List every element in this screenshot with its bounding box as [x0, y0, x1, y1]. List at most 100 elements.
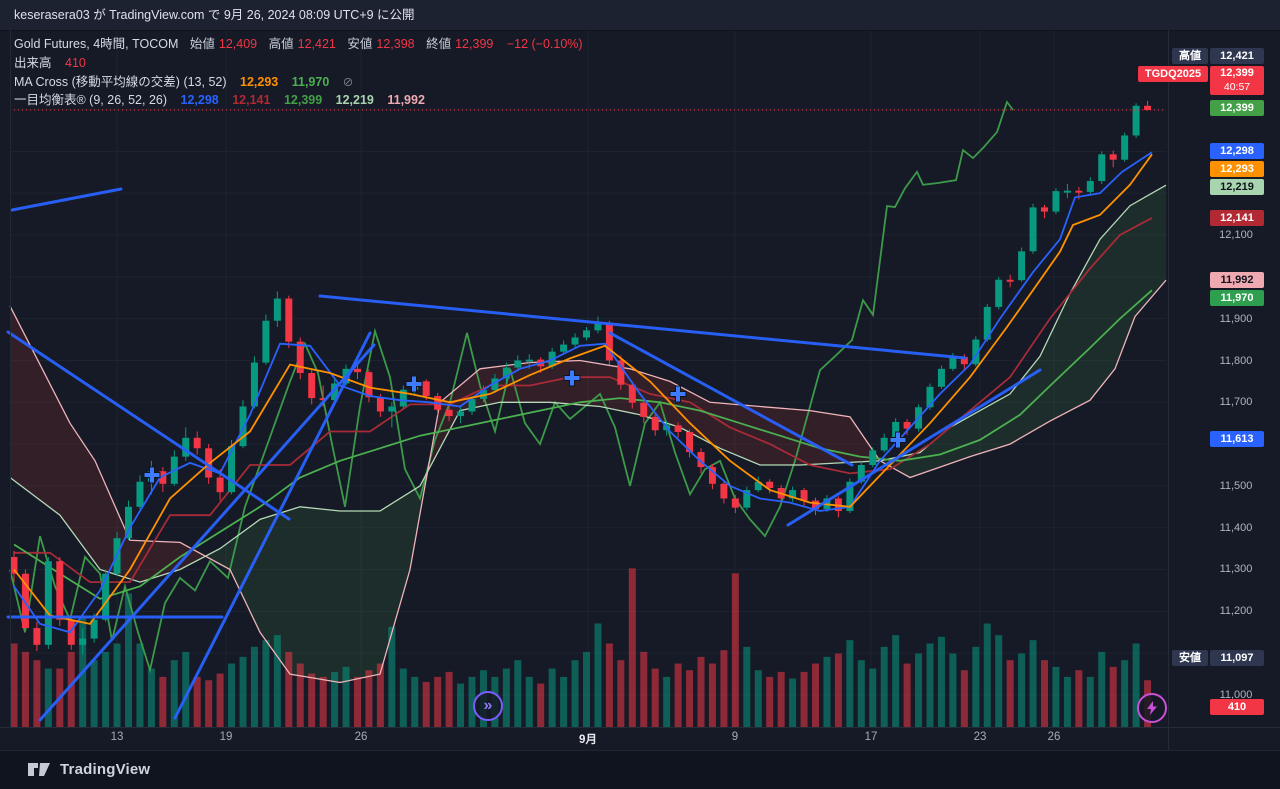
- volume-bar: [537, 683, 545, 727]
- volume-bar: [880, 646, 888, 727]
- volume-bar: [1132, 643, 1140, 727]
- ichimoku-cloud: [206, 474, 426, 683]
- volume-bar: [777, 671, 785, 727]
- trendline-drawing[interactable]: [6, 330, 291, 521]
- volume-bar: [376, 663, 384, 727]
- candle-body: [445, 409, 453, 417]
- trendline-drawing[interactable]: [318, 294, 967, 360]
- time-tick-label: 19: [219, 731, 233, 743]
- volume-bar: [308, 673, 316, 727]
- close-label: 終値: [426, 37, 452, 51]
- ma52-value: 11,970: [291, 75, 330, 89]
- volume-bar: [502, 668, 510, 727]
- volume-bar: [571, 660, 579, 727]
- price-tick-label: 11,900: [1219, 313, 1253, 325]
- volume-bar: [617, 660, 625, 727]
- candle-body: [331, 383, 339, 401]
- candle-body: [21, 573, 29, 629]
- tenkan-label: 12,298: [1210, 143, 1264, 159]
- volume-label: 410: [1210, 699, 1264, 715]
- price-tick-label: 11,300: [1219, 563, 1253, 575]
- candle-body: [1075, 190, 1083, 193]
- candle-body: [365, 372, 373, 398]
- chikou-value: 12,399: [283, 93, 323, 107]
- volume-bar: [594, 623, 602, 727]
- legend-volume-row[interactable]: 出来高 410: [14, 52, 86, 70]
- replay-jump-icon[interactable]: »: [473, 691, 503, 721]
- volume-bar: [926, 643, 934, 727]
- candle-body: [926, 386, 934, 408]
- volume-bar: [708, 663, 716, 727]
- candle-body: [239, 406, 247, 447]
- senkou-b-label: 11,992: [1210, 272, 1264, 288]
- candle-body: [193, 437, 201, 449]
- time-tick-label: 23: [973, 731, 987, 743]
- volume-bar: [800, 671, 808, 727]
- lightning-icon[interactable]: [1137, 693, 1167, 723]
- pane-left-border: [10, 30, 11, 727]
- candle-body: [892, 421, 900, 438]
- candle-body: [422, 381, 430, 397]
- candle-body: [1132, 105, 1140, 136]
- volume-bar: [273, 635, 281, 727]
- candle-body: [216, 477, 224, 493]
- trendline-drawing[interactable]: [10, 187, 123, 212]
- volume-bar: [789, 678, 797, 727]
- volume-bar: [548, 668, 556, 727]
- volume-bar: [331, 671, 339, 727]
- candle-body: [102, 573, 110, 620]
- candle-body: [159, 471, 167, 484]
- tradingview-logo-text: TradingView: [60, 760, 151, 778]
- volume-bar: [605, 643, 613, 727]
- trendline-drawing[interactable]: [38, 343, 376, 722]
- time-tick-label: 17: [864, 731, 878, 743]
- lightning-glyph: [1147, 701, 1157, 715]
- ma-cross-marker: [405, 375, 423, 393]
- candle-body: [33, 628, 41, 645]
- legend-symbol-row[interactable]: Gold Futures, 4時間, TOCOM 始値 12,409 高値 12,4…: [14, 33, 583, 51]
- price-axis-border: [1168, 30, 1169, 750]
- candle-body: [1121, 135, 1129, 160]
- candle-body: [731, 498, 739, 508]
- trendline-drawing[interactable]: [786, 368, 1042, 527]
- ma-cross-marker: [563, 369, 581, 387]
- candle-body: [640, 402, 648, 417]
- candle-body: [44, 561, 52, 645]
- open-value: 12,409: [218, 37, 258, 51]
- candle-body: [319, 398, 327, 401]
- volume-bar: [846, 640, 854, 727]
- volume-bar: [514, 660, 522, 727]
- candle-body: [960, 357, 968, 365]
- volume-bar: [640, 651, 648, 727]
- disabled-icon[interactable]: ⊘: [342, 75, 354, 89]
- volume-bar: [21, 651, 29, 727]
- volume-bar: [892, 635, 900, 727]
- volume-bar: [857, 660, 865, 727]
- candle-body: [1052, 191, 1060, 212]
- volume-bar: [354, 676, 361, 727]
- volume-bar: [228, 663, 236, 727]
- candle-body: [880, 437, 888, 451]
- volume-bar: [903, 663, 911, 727]
- legend-ma-cross-row[interactable]: MA Cross (移動平均線の交差) (13, 52) 12,293 11,9…: [14, 71, 353, 89]
- volume-bar: [250, 646, 258, 727]
- price-tick-label: 11,800: [1219, 355, 1253, 367]
- high-value: 12,421: [297, 37, 336, 51]
- volume-bar: [296, 663, 304, 727]
- ma52-line: [13, 289, 1153, 600]
- tradingview-logo[interactable]: TradingView: [28, 760, 150, 778]
- volume-bar: [399, 668, 407, 727]
- trendline-drawing[interactable]: [608, 331, 854, 467]
- ma-cross-marker: [889, 431, 907, 449]
- volume-bar: [136, 643, 144, 727]
- candle-body: [697, 452, 705, 468]
- price-tick-label: 11,700: [1219, 396, 1253, 408]
- trendline-drawing[interactable]: [173, 331, 372, 720]
- volume-bar: [1041, 660, 1048, 727]
- volume-bar: [170, 660, 178, 727]
- ichimoku-title: 一目均衡表® (9, 26, 52, 26): [14, 93, 168, 107]
- legend-ichimoku-row[interactable]: 一目均衡表® (9, 26, 52, 26) 12,298 12,141 12,…: [14, 89, 425, 107]
- chikou-label: 12,399: [1210, 100, 1264, 116]
